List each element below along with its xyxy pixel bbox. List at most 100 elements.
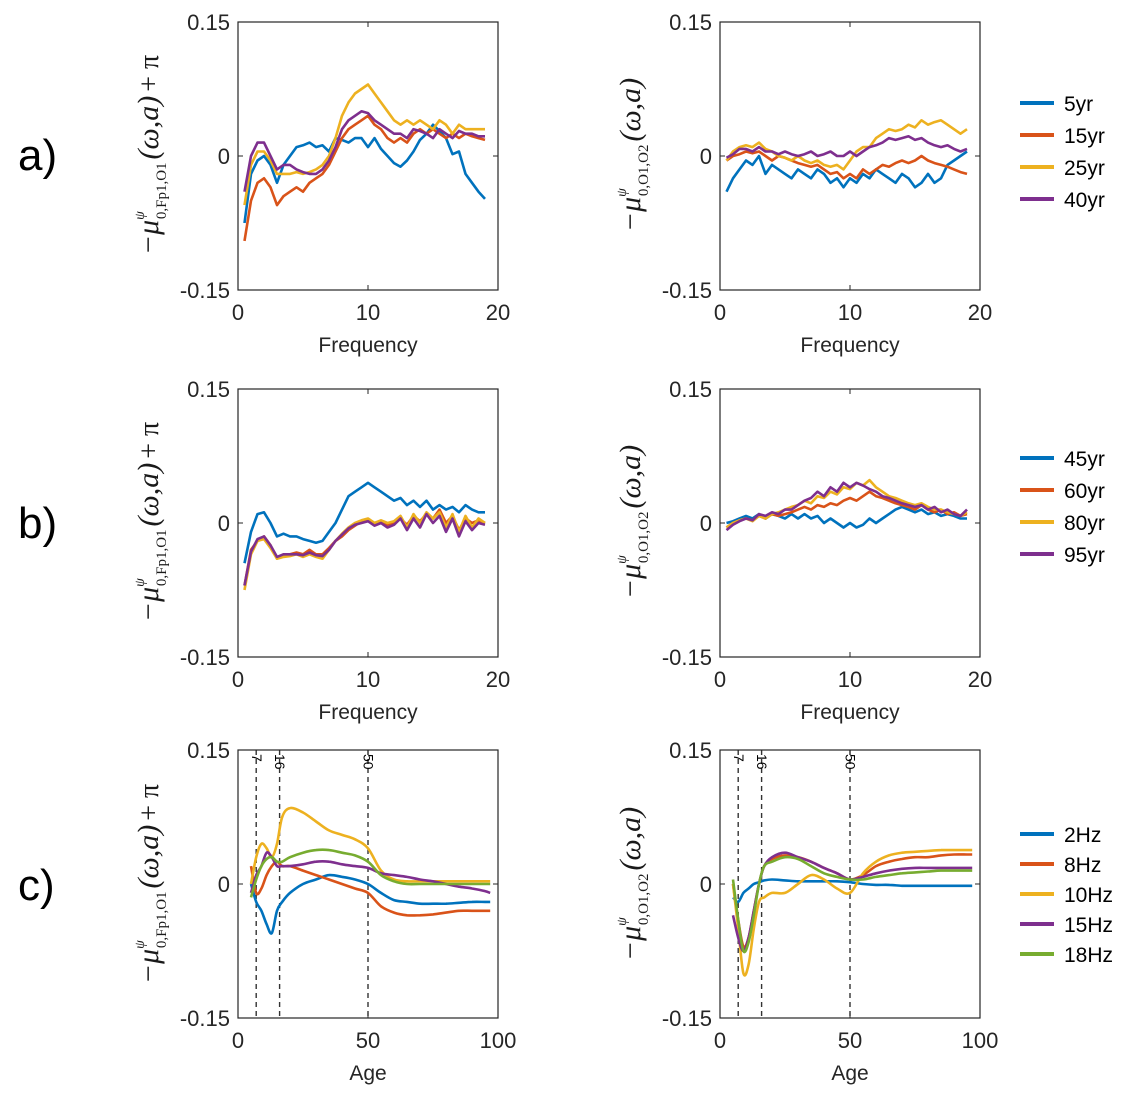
y-tick-label: 0 bbox=[700, 144, 712, 169]
series-line-2Hz bbox=[732, 878, 973, 904]
series-line-25yr bbox=[725, 119, 968, 171]
age-marker-label: 16 bbox=[272, 754, 288, 770]
series-line-10Hz bbox=[249, 806, 491, 885]
x-tick-label: 20 bbox=[486, 300, 510, 325]
legend-label: 95yr bbox=[1064, 544, 1105, 567]
legend-label: 80yr bbox=[1064, 512, 1105, 535]
series-line-95yr bbox=[725, 481, 968, 532]
y-tick-label: 0.15 bbox=[187, 738, 230, 763]
row-label-c: c) bbox=[18, 861, 55, 910]
x-axis-label: Frequency bbox=[800, 334, 900, 357]
series-line-5yr bbox=[725, 150, 968, 193]
y-tick-label: 0.15 bbox=[669, 10, 712, 35]
x-axis-label: Frequency bbox=[318, 701, 418, 724]
axes-box bbox=[237, 388, 499, 658]
svg-text:−μψ0,Fp1,O1(ω,a)+ π: −μψ 0,Fp1,O1(ω,a)+ π bbox=[132, 55, 170, 255]
y-tick-label: 0.15 bbox=[669, 738, 712, 763]
y-tick-label: 0 bbox=[700, 872, 712, 897]
ylabel-c-left: −μψ 0,Fp1,O1(ω,a)+ π bbox=[132, 784, 170, 984]
legend-label: 15yr bbox=[1064, 125, 1105, 148]
legend-label: 8Hz bbox=[1064, 854, 1101, 877]
series-line-95yr bbox=[243, 512, 486, 586]
row-label-b: b) bbox=[18, 499, 57, 548]
y-tick-label: -0.15 bbox=[662, 645, 712, 670]
legend: 5yr 15yr 25yr 40yr bbox=[1020, 93, 1105, 212]
legend-label: 45yr bbox=[1064, 448, 1105, 471]
x-tick-label: 10 bbox=[838, 300, 862, 325]
age-marker-label: 50 bbox=[843, 754, 859, 770]
ylabel-a-left: −μψ 0,Fp1,O1(ω,a)+ π bbox=[132, 55, 170, 255]
series-line-15yr bbox=[725, 150, 968, 180]
x-axis-label: Frequency bbox=[318, 334, 418, 357]
series-line-15yr bbox=[243, 114, 486, 242]
series-line-80yr bbox=[243, 510, 486, 591]
legend-label: 5yr bbox=[1064, 93, 1093, 116]
x-tick-label: 20 bbox=[486, 667, 510, 692]
y-tick-label: 0 bbox=[218, 872, 230, 897]
legend: 2Hz 8Hz 10Hz 15Hz 18Hz bbox=[1020, 824, 1113, 967]
ylabel-c-right: −μψ 0,O1,O2(ω,a) bbox=[614, 807, 652, 961]
x-tick-label: 10 bbox=[838, 667, 862, 692]
y-tick-label: 0 bbox=[700, 511, 712, 536]
x-tick-label: 0 bbox=[232, 300, 244, 325]
legend-label: 10Hz bbox=[1064, 884, 1113, 907]
x-axis-label: Age bbox=[349, 1062, 386, 1085]
series-line-80yr bbox=[725, 478, 968, 529]
y-tick-label: 0.15 bbox=[187, 377, 230, 402]
y-tick-label: -0.15 bbox=[662, 1006, 712, 1031]
series-line-10Hz bbox=[731, 848, 973, 977]
x-tick-label: 0 bbox=[714, 1028, 726, 1053]
legend-label: 2Hz bbox=[1064, 824, 1101, 847]
legend-label: 15Hz bbox=[1064, 914, 1113, 937]
y-tick-label: -0.15 bbox=[180, 278, 230, 303]
row-label-a: a) bbox=[18, 131, 57, 180]
series-line-45yr bbox=[243, 481, 485, 564]
ylabel-b-left: −μψ 0,Fp1,O1(ω,a)+ π bbox=[132, 422, 170, 622]
x-tick-label: 0 bbox=[232, 1028, 244, 1053]
x-tick-label: 100 bbox=[962, 1028, 999, 1053]
y-tick-label: -0.15 bbox=[180, 645, 230, 670]
series-line-18Hz bbox=[731, 855, 973, 954]
svg-text:−μψ0,O1,O2(ω,a): −μψ 0,O1,O2(ω,a) bbox=[614, 807, 652, 961]
x-tick-label: 10 bbox=[356, 667, 380, 692]
svg-text:−μψ0,O1,O2(ω,a): −μψ 0,O1,O2(ω,a) bbox=[614, 445, 652, 599]
legend-label: 40yr bbox=[1064, 189, 1105, 212]
x-tick-label: 0 bbox=[714, 300, 726, 325]
x-tick-label: 20 bbox=[968, 667, 992, 692]
series-line-18Hz bbox=[249, 848, 491, 898]
series-line-2Hz bbox=[249, 873, 491, 935]
legend: 45yr 60yr 80yr 95yr bbox=[1020, 448, 1105, 567]
x-tick-label: 50 bbox=[356, 1028, 380, 1053]
svg-text:−μψ0,Fp1,O1(ω,a)+ π: −μψ 0,Fp1,O1(ω,a)+ π bbox=[132, 784, 170, 984]
legend-label: 25yr bbox=[1064, 157, 1105, 180]
y-tick-label: 0 bbox=[218, 511, 230, 536]
y-tick-label: -0.15 bbox=[180, 1006, 230, 1031]
x-tick-label: 100 bbox=[480, 1028, 517, 1053]
series-line-25yr bbox=[243, 83, 485, 206]
ylabel-b-right: −μψ 0,O1,O2(ω,a) bbox=[614, 445, 652, 599]
x-tick-label: 20 bbox=[968, 300, 992, 325]
x-axis-label: Age bbox=[831, 1062, 868, 1085]
ylabel-a-right: −μψ 0,O1,O2(ω,a) bbox=[614, 78, 652, 232]
x-axis-label: Frequency bbox=[800, 701, 900, 724]
y-tick-label: 0.15 bbox=[187, 10, 230, 35]
age-marker-label: 7 bbox=[731, 754, 747, 762]
age-marker-label: 50 bbox=[361, 754, 377, 770]
x-tick-label: 50 bbox=[838, 1028, 862, 1053]
series-line-15Hz bbox=[731, 851, 973, 953]
x-tick-label: 10 bbox=[356, 300, 380, 325]
series-line-40yr bbox=[243, 110, 485, 192]
series-line-40yr bbox=[725, 135, 968, 159]
svg-text:−μψ0,Fp1,O1(ω,a)+ π: −μψ 0,Fp1,O1(ω,a)+ π bbox=[132, 422, 170, 622]
legend-label: 60yr bbox=[1064, 480, 1105, 503]
x-tick-label: 0 bbox=[232, 667, 244, 692]
legend-label: 18Hz bbox=[1064, 944, 1113, 967]
